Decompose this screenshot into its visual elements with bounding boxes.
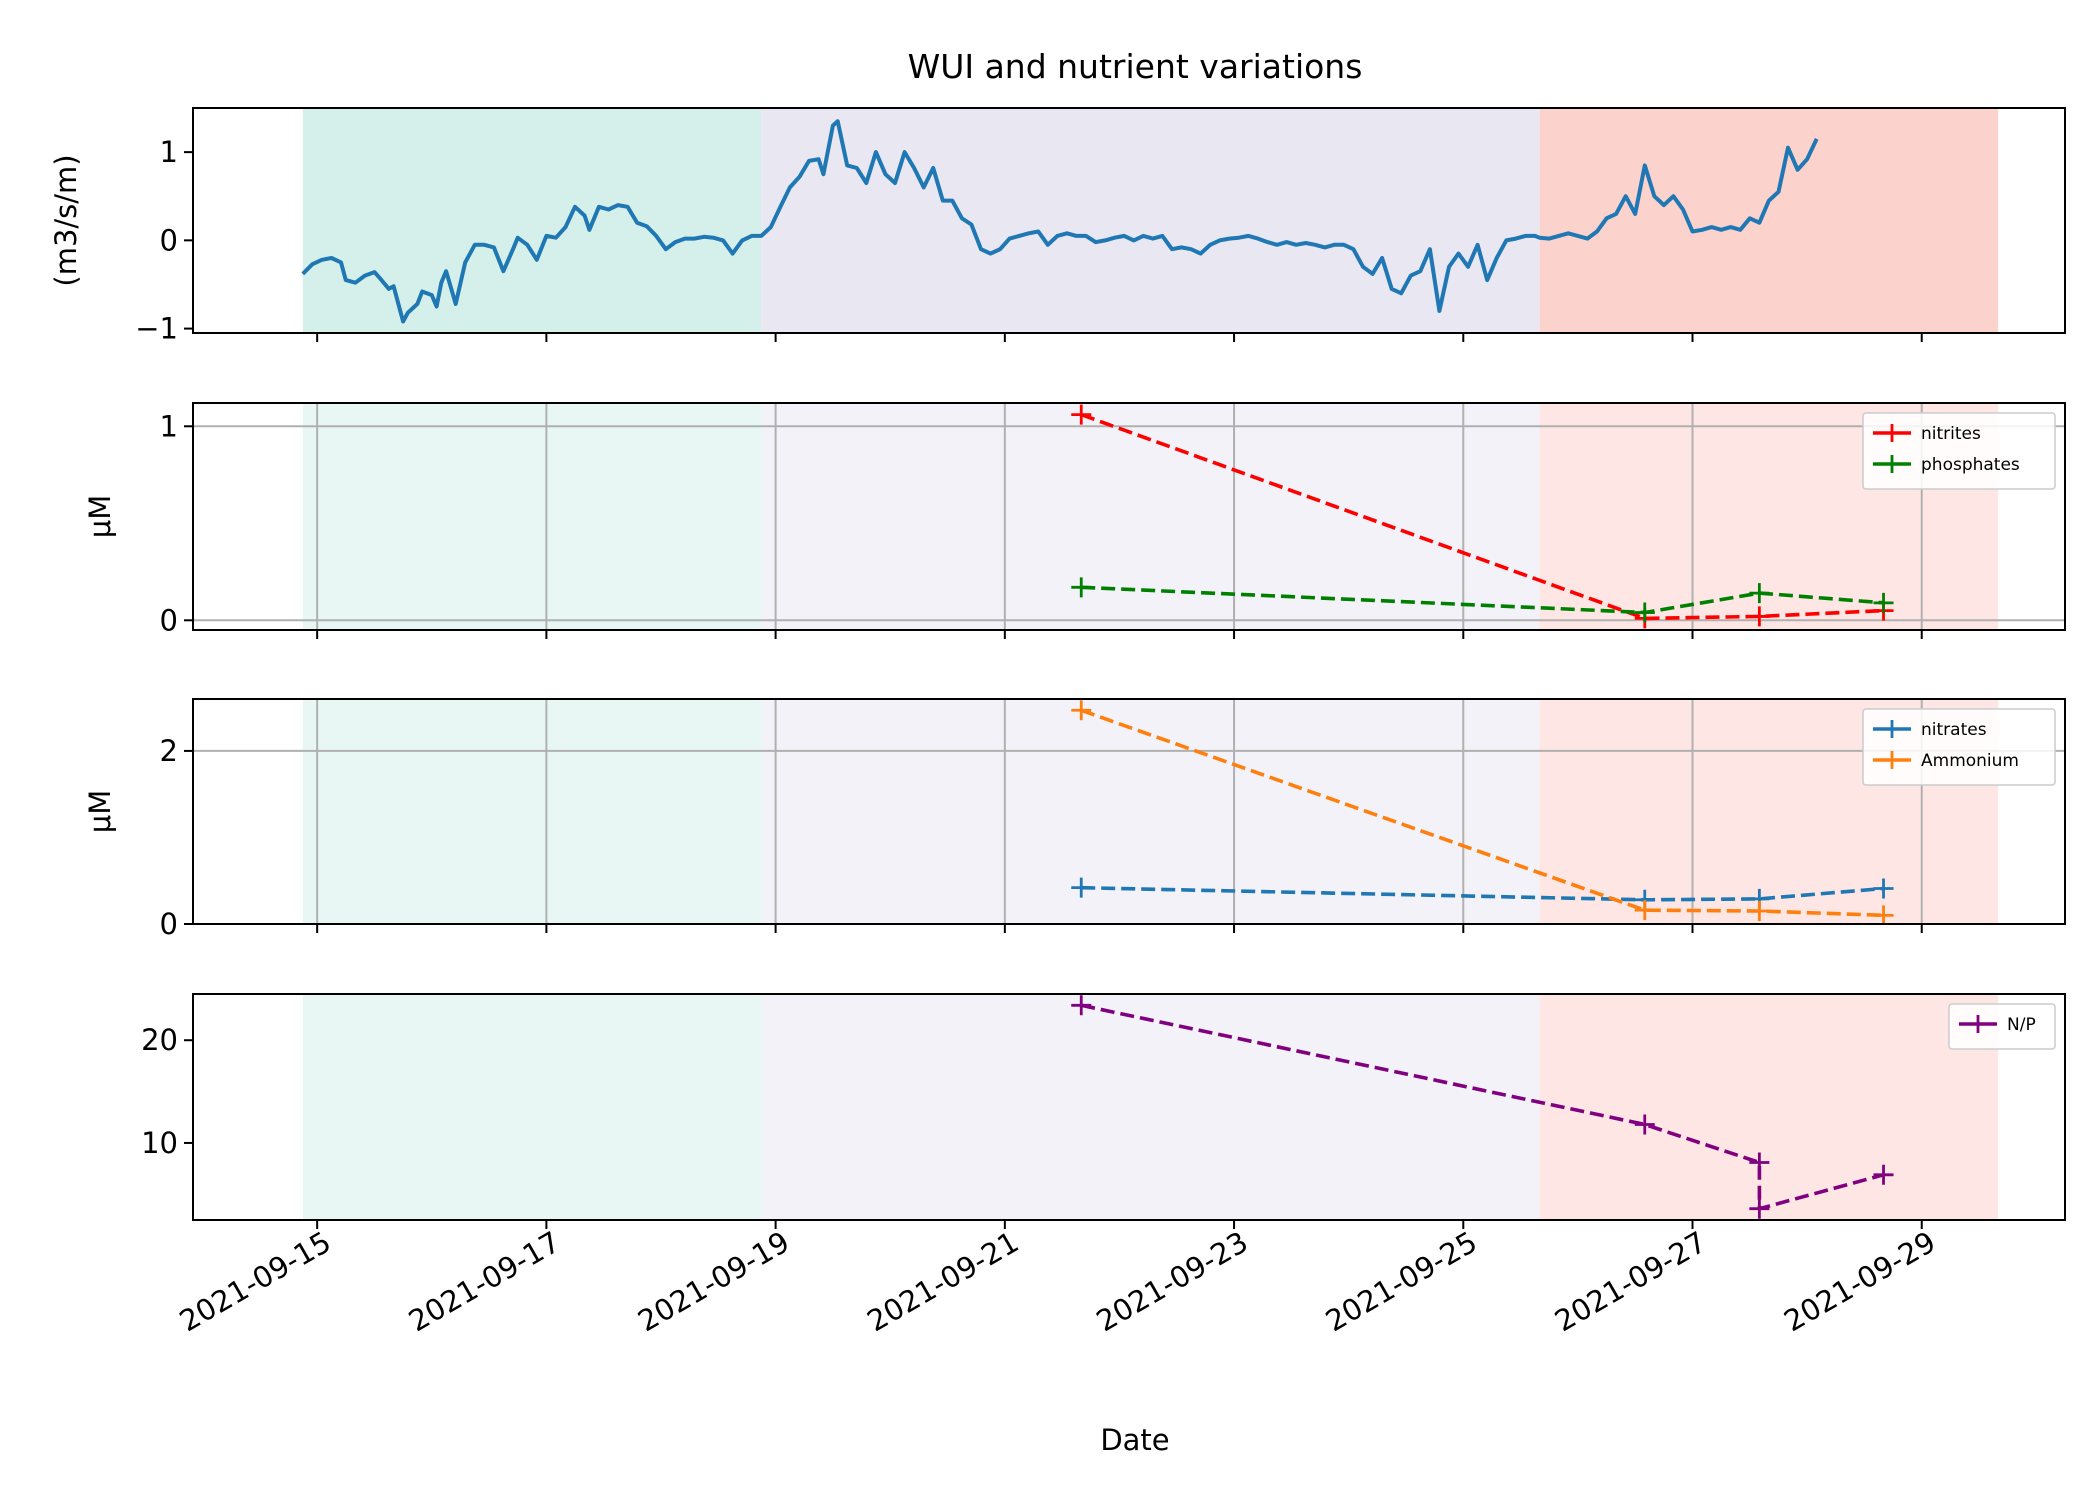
data-point [1749, 1198, 1770, 1219]
series-line-N/P [1080, 1003, 1884, 1211]
shaded-period-0 [302, 994, 762, 1220]
y-tick-label: 1 [160, 135, 178, 169]
shaded-period-0 [302, 403, 762, 630]
shaded-period-1 [761, 699, 1540, 924]
axes-frame [192, 698, 2066, 925]
shaded-period-1 [761, 403, 1540, 630]
legend: N/P [1948, 1003, 2056, 1050]
data-point [1071, 700, 1092, 721]
x-tick-label: 2021-09-27 [1549, 1225, 1712, 1339]
panel-wui: −1 0 1 (m3/s/m) [49, 107, 2066, 346]
shaded-period-1 [761, 108, 1540, 333]
legend-label: Ammonium [1921, 751, 2019, 771]
y-axis-label: μM [83, 790, 117, 833]
y-tick-label: 0 [160, 603, 178, 637]
data-point [1873, 905, 1894, 924]
panel-np-ratio: 10 20 N/P [141, 993, 2066, 1229]
series-group [1071, 995, 1894, 1219]
axes-frame [192, 993, 2066, 1221]
data-point [1749, 1152, 1770, 1173]
x-tick-label: 2021-09-25 [1320, 1225, 1483, 1339]
axes-frame [192, 107, 2066, 334]
data-point [1873, 1164, 1894, 1185]
legend-label: nitrates [1921, 720, 1987, 740]
data-point [1634, 900, 1655, 921]
axes-frame [192, 402, 2066, 631]
panel-nitrates-ammonium: 0 2 μM nitrates Ammonium [83, 698, 2066, 941]
data-point [1749, 901, 1770, 922]
x-tick-label: 2021-09-19 [632, 1225, 795, 1339]
y-tick-label: 0 [160, 907, 178, 941]
chart-title: WUI and nutrient variations [908, 47, 1363, 86]
data-point [1749, 606, 1770, 627]
series-group [301, 119, 1819, 324]
x-tick-label: 2021-09-21 [861, 1225, 1024, 1339]
data-point [1634, 1114, 1655, 1135]
data-point [1071, 995, 1092, 1016]
x-tick-label: 2021-09-17 [403, 1225, 566, 1339]
shaded-period-2 [1539, 108, 1999, 333]
y-axis-label: (m3/s/m) [49, 154, 83, 286]
y-tick-label: 10 [141, 1126, 178, 1160]
legend: nitrates Ammonium [1862, 708, 2056, 786]
shaded-period-0 [302, 108, 762, 333]
series-group [1071, 404, 1894, 629]
series-group [1071, 700, 1894, 924]
legend-box [1948, 1003, 2056, 1050]
data-point [1749, 583, 1770, 604]
y-axis-label: μM [83, 495, 117, 538]
data-point [1071, 877, 1092, 898]
x-tick-label: 2021-09-29 [1778, 1225, 1941, 1339]
y-tick-label: 2 [160, 734, 178, 768]
data-point [1634, 602, 1655, 623]
data-point [1071, 404, 1092, 425]
series-line-phosphates [1081, 585, 1884, 615]
legend-label: N/P [2007, 1015, 2036, 1035]
x-tick-label: 2021-09-23 [1091, 1225, 1254, 1339]
series-line-nitrates [1081, 885, 1884, 902]
legend-label: phosphates [1921, 455, 2020, 475]
y-tick-label: 0 [160, 223, 178, 257]
x-axis-label: Date [1100, 1423, 1169, 1457]
series-line-wui [301, 119, 1819, 324]
shaded-period-2 [1539, 994, 1999, 1220]
shaded-period-1 [761, 994, 1540, 1220]
x-tick-label: 2021-09-15 [174, 1225, 337, 1339]
shaded-period-0 [302, 699, 762, 924]
legend-label: nitrites [1921, 424, 1981, 444]
y-tick-label: 1 [160, 409, 178, 443]
data-point [1071, 577, 1092, 598]
y-tick-label: −1 [135, 312, 178, 346]
data-point [1873, 592, 1894, 613]
y-tick-label: 20 [141, 1023, 178, 1057]
data-point [1873, 878, 1894, 899]
legend: nitrites phosphates [1862, 412, 2056, 490]
panel-nitrites-phosphates: 0 1 μM nitrites phosphates [83, 402, 2066, 639]
